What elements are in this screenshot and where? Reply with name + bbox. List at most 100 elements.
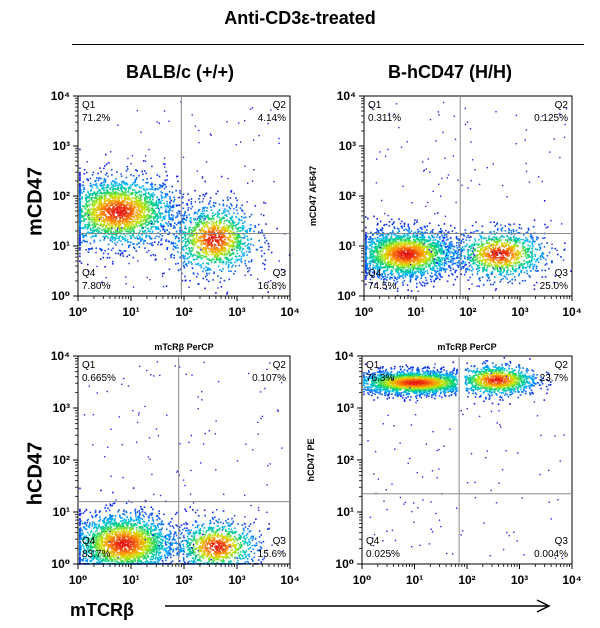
plot-2-event bbox=[423, 282, 426, 285]
plot-1-event bbox=[232, 219, 234, 222]
plot-1-event bbox=[254, 226, 257, 228]
plot-2-event bbox=[433, 280, 436, 283]
plot-1-event bbox=[233, 248, 236, 250]
plot-1-event bbox=[94, 226, 96, 228]
plot-1-event bbox=[190, 221, 192, 224]
plot-1-event bbox=[145, 220, 147, 222]
plot-1-event bbox=[223, 238, 226, 241]
plot-1-event bbox=[100, 198, 102, 201]
plot-1-event bbox=[133, 197, 135, 199]
plot-1-event bbox=[160, 225, 163, 227]
plot-1-event bbox=[232, 224, 235, 227]
plot-1-event bbox=[113, 214, 115, 217]
plot-1-event bbox=[179, 229, 181, 232]
plot-2-event bbox=[420, 231, 422, 233]
plot-1-event bbox=[211, 223, 213, 226]
plot-1-event bbox=[214, 256, 217, 258]
plot-2-event bbox=[438, 241, 440, 243]
plot-1-event bbox=[95, 179, 97, 182]
plot-2-event bbox=[438, 230, 441, 233]
plot-1-event bbox=[230, 235, 232, 238]
plot-1-event bbox=[91, 192, 94, 195]
plot-1-event bbox=[80, 211, 82, 214]
plot-1-event bbox=[164, 179, 166, 182]
plot-1-event bbox=[249, 251, 251, 253]
plot-1-event bbox=[204, 275, 207, 278]
plot-1-event bbox=[190, 207, 192, 210]
plot-2-event bbox=[372, 264, 375, 267]
plot-1-event bbox=[155, 226, 158, 228]
plot-1-event bbox=[121, 193, 123, 195]
plot-2-event bbox=[420, 239, 423, 242]
plot-2-event bbox=[452, 283, 455, 286]
plot-1-event bbox=[123, 186, 126, 189]
plot-1-event bbox=[244, 165, 246, 167]
plot-1-event bbox=[182, 216, 185, 218]
plot-1-event bbox=[238, 264, 241, 267]
plot-1-ytick-label: 10⁰ bbox=[51, 289, 70, 303]
plot-1-event bbox=[225, 263, 227, 265]
plot-1-event bbox=[185, 242, 187, 244]
plot-1-event bbox=[129, 192, 131, 195]
plot-1-event bbox=[89, 177, 91, 180]
plot-2-event bbox=[407, 244, 409, 246]
plot-1-event bbox=[144, 222, 147, 224]
plot-1-event bbox=[182, 207, 185, 210]
plot-1-event bbox=[132, 256, 135, 259]
plot-1-event bbox=[86, 211, 88, 214]
plot-1-event bbox=[168, 223, 171, 225]
plot-1-event bbox=[151, 188, 154, 191]
plot-1-event bbox=[123, 210, 125, 212]
plot-1-event bbox=[182, 201, 184, 204]
plot-2-event bbox=[365, 278, 367, 280]
plot-1-event bbox=[221, 236, 224, 239]
plot-1-event bbox=[120, 210, 123, 212]
plot-1-event bbox=[79, 214, 81, 217]
plot-1-event bbox=[157, 205, 159, 207]
plot-1-event bbox=[129, 212, 132, 215]
plot-1-event bbox=[134, 184, 136, 186]
plot-1-event bbox=[89, 242, 92, 245]
plot-2-event bbox=[462, 238, 464, 241]
plot-1-event bbox=[229, 216, 231, 219]
plot-2-event bbox=[470, 236, 472, 238]
plot-2-event bbox=[409, 236, 411, 238]
plot-1-event bbox=[223, 211, 225, 214]
plot-1-event bbox=[211, 233, 213, 236]
plot-1-event bbox=[172, 245, 175, 247]
plot-1-event bbox=[198, 220, 201, 222]
plot-1-event bbox=[87, 216, 89, 218]
plot-1-event bbox=[91, 214, 94, 217]
plot-1-event bbox=[221, 241, 223, 243]
plot-2-event bbox=[366, 262, 368, 265]
plot-1-event bbox=[120, 253, 122, 255]
plot-1-event bbox=[153, 216, 155, 218]
plot-1-event bbox=[156, 217, 159, 220]
plot-1-event bbox=[90, 198, 93, 200]
plot-1-event bbox=[170, 214, 173, 216]
plot-1-event bbox=[233, 272, 235, 275]
plot-1-event bbox=[239, 236, 241, 239]
plot-1-event bbox=[118, 249, 121, 252]
plot-1-event bbox=[133, 208, 135, 210]
plot-1-event bbox=[210, 209, 213, 211]
plot-1-event bbox=[118, 193, 121, 195]
plot-2-event bbox=[376, 259, 378, 262]
plot-1-event bbox=[94, 209, 96, 211]
plot-2-event bbox=[468, 236, 471, 239]
plot-1-event bbox=[123, 215, 126, 217]
plot-1-event bbox=[203, 212, 205, 215]
plot-2-event bbox=[446, 280, 449, 283]
plot-1-event bbox=[207, 238, 210, 240]
plot-1-event bbox=[172, 200, 175, 203]
plot-1-event bbox=[240, 261, 243, 263]
plot-1-event bbox=[208, 248, 211, 250]
plot-1-event bbox=[111, 263, 114, 265]
plot-1-event bbox=[98, 198, 101, 200]
plot-1-event bbox=[208, 250, 211, 253]
plot-1-event bbox=[101, 196, 104, 198]
plot-1-event bbox=[90, 197, 93, 199]
plot-1-event bbox=[184, 279, 187, 282]
plot-2-event bbox=[373, 215, 375, 218]
plot-2-event bbox=[415, 256, 417, 258]
